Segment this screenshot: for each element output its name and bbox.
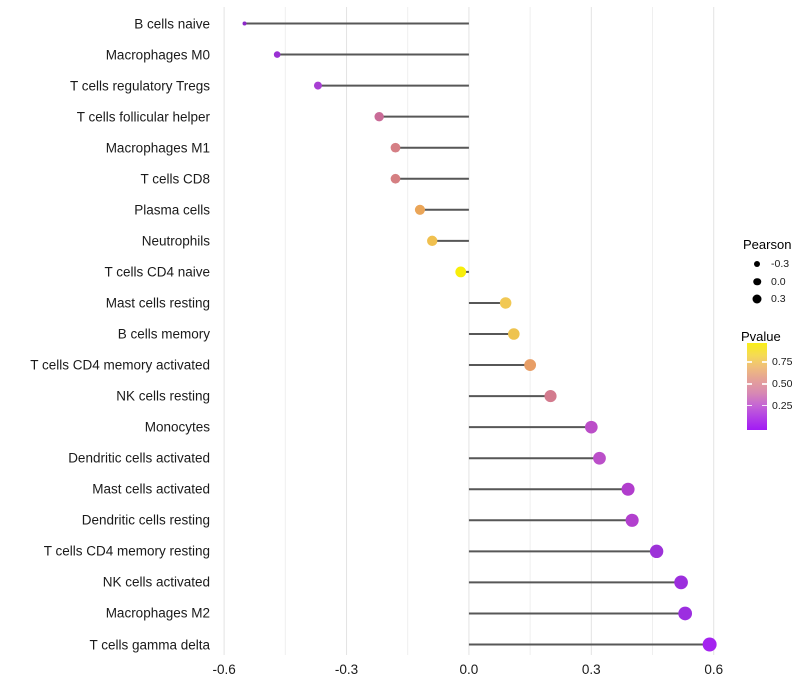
legend-size-label: -0.3 [771, 258, 790, 270]
x-axis-tick-label: -0.6 [212, 662, 236, 677]
lollipop-dot [390, 142, 401, 153]
y-axis-label: Plasma cells [134, 202, 210, 218]
y-axis-label: T cells CD4 memory activated [30, 357, 210, 373]
y-axis-label: Dendritic cells resting [81, 512, 210, 528]
y-axis-label: T cells follicular helper [76, 109, 210, 125]
legend-title-pearson: Pearson [743, 237, 792, 252]
lollipop-dot [702, 637, 717, 652]
colorbar-tick [747, 361, 752, 363]
lollipop-dot [499, 297, 512, 309]
lollipop-dot [414, 204, 426, 215]
legend-title-pvalue: Pvalue [741, 329, 781, 344]
y-axis-label: Macrophages M1 [105, 140, 210, 156]
y-axis-label: T cells CD8 [140, 171, 210, 187]
lollipop-dot [674, 575, 688, 590]
x-axis-tick-label: 0.0 [459, 662, 479, 677]
lollipop-dot [313, 81, 322, 90]
x-axis-tick-label: 0.3 [581, 662, 601, 677]
y-axis-label: B cells naive [134, 16, 210, 31]
colorbar-tick [747, 383, 752, 385]
lollipop-dot [678, 606, 693, 621]
legend-size-dot [752, 294, 762, 304]
lollipop-dot [585, 420, 598, 434]
legend-size-dot [754, 261, 760, 267]
colorbar-tick [762, 383, 767, 385]
legend-size-label: 0.3 [771, 293, 786, 305]
y-axis-label: NK cells resting [116, 388, 210, 404]
colorbar-label: 0.50 [772, 377, 793, 390]
y-axis-label: B cells memory [117, 326, 210, 342]
lollipop-dot [524, 359, 537, 371]
lollipop-dot [374, 111, 384, 122]
y-axis-label: T cells CD4 memory resting [43, 543, 210, 559]
lollipop-dot [593, 451, 606, 465]
colorbar-label: 0.25 [772, 399, 793, 412]
lollipop-dot [507, 328, 520, 340]
lollipop-dot [649, 544, 664, 559]
colorbar-tick [747, 404, 752, 407]
y-axis-label: Macrophages M0 [105, 47, 210, 63]
lollipop-dot [427, 235, 438, 247]
lollipop-dot [544, 390, 557, 403]
lollipop-dot [273, 51, 281, 58]
y-axis-label: Dendritic cells activated [68, 450, 210, 466]
y-axis-label: T cells regulatory Tregs [69, 78, 210, 94]
y-axis-label: Mast cells activated [92, 481, 210, 497]
y-axis-label: Macrophages M2 [105, 605, 210, 621]
colorbar-tick [762, 404, 767, 407]
y-axis-label: NK cells activated [102, 574, 210, 590]
colorbar-tick [762, 361, 767, 363]
x-axis-tick-label: 0.6 [704, 662, 724, 677]
lollipop-dot [621, 482, 635, 496]
legend-size-label: 0.0 [771, 275, 786, 288]
y-axis-label: Neutrophils [141, 233, 210, 249]
lollipop-dot [455, 266, 467, 278]
legend-size-dot [753, 277, 761, 286]
pvalue-colorbar [747, 343, 767, 430]
lollipop-dot [625, 513, 639, 527]
y-axis-label: T cells CD4 naive [104, 264, 210, 280]
lollipop-dot [390, 173, 401, 184]
y-axis-label: T cells gamma delta [89, 637, 210, 652]
colorbar-label: 0.75 [772, 356, 793, 369]
y-axis-label: Monocytes [144, 419, 210, 435]
lollipop-dot [242, 21, 247, 26]
x-axis-tick-label: -0.3 [334, 662, 359, 677]
y-axis-label: Mast cells resting [105, 295, 210, 311]
